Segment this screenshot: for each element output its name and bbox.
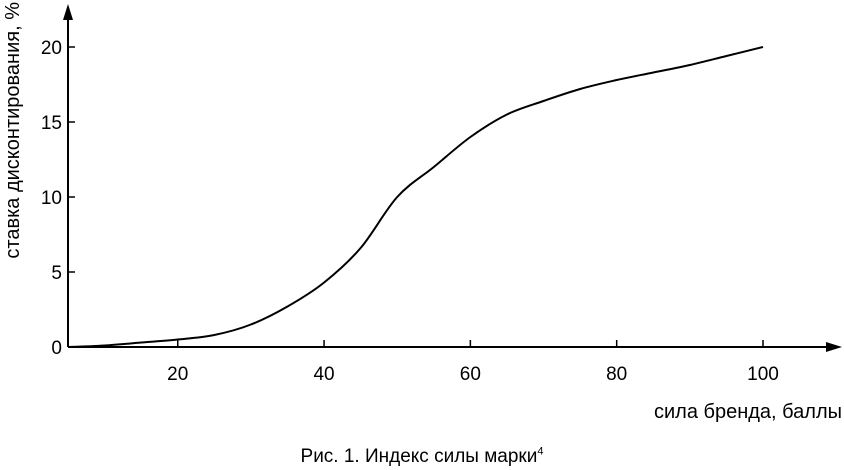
y-tick-label: 15: [41, 113, 62, 134]
series-line: [67, 46, 764, 348]
y-tick-label: 20: [41, 38, 62, 59]
x-tick-label: 80: [606, 364, 627, 385]
x-axis-label: сила бренда, баллы: [654, 401, 842, 423]
y-tick-label: 5: [51, 263, 62, 284]
x-tick-label: 100: [747, 364, 779, 385]
ticks: 0 5 10 15 20 20 40 60 80 100: [41, 38, 779, 385]
y-tick-label: 10: [41, 188, 62, 209]
y-axis-arrow: [63, 4, 73, 20]
axes: [63, 4, 842, 352]
y-axis-label: ставка дисконтирования, %: [2, 2, 24, 259]
x-tick-label: 40: [313, 364, 334, 385]
x-axis-arrow: [826, 342, 842, 352]
figure-caption: Рис. 1. Индекс силы марки4: [0, 446, 844, 468]
x-tick-label: 60: [460, 364, 481, 385]
caption-text: Рис. 1. Индекс силы марки: [300, 446, 538, 467]
caption-footnote: 4: [537, 445, 544, 458]
x-tick-label: 20: [167, 364, 188, 385]
chart: 0 5 10 15 20 20 40 60 80 100 ставка дисконтирован…: [2, 2, 842, 423]
y-tick-label: 0: [51, 338, 62, 359]
